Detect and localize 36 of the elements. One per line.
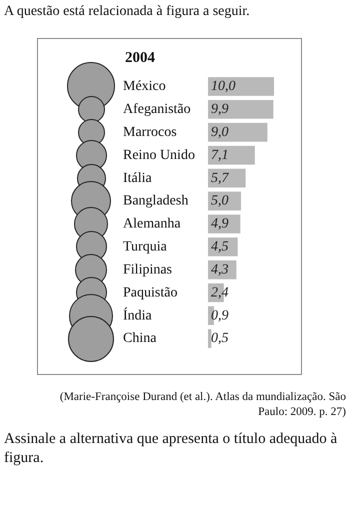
- data-label: 4,3: [211, 262, 228, 278]
- bar: [208, 214, 240, 234]
- text: Assinale a alternativa que apresenta o título adequado à figura.: [4, 430, 338, 468]
- y-tick-label: Alemanha: [123, 216, 182, 232]
- data-label: 5,0: [211, 194, 228, 209]
- y-tick-label: Afeganistão: [123, 102, 191, 118]
- y-tick-label: Paquistão: [123, 285, 178, 300]
- data-label: 2,4: [211, 285, 228, 300]
- y-tick-label: China: [123, 331, 158, 346]
- y-tick-label: Marrocos: [123, 124, 177, 140]
- data-label: 0,5: [211, 331, 228, 346]
- data-label: 4,5: [211, 240, 228, 255]
- y-tick-label: México: [123, 79, 166, 94]
- y-tick-label: Turquia: [123, 240, 168, 255]
- data-label: 5,7: [211, 170, 230, 186]
- y-tick-label: Reino Unido: [123, 148, 195, 163]
- text: A questão está relacionada à figura a seguir.: [4, 4, 250, 20]
- bar: [208, 77, 274, 96]
- data-label: 7,1: [211, 148, 228, 163]
- data-label: 9,0: [211, 124, 228, 140]
- bar: [208, 122, 268, 142]
- y-tick-label: Itália: [123, 170, 153, 186]
- bar: [208, 329, 212, 348]
- data-label: 9,9: [211, 102, 228, 118]
- bar: [208, 146, 255, 165]
- y-tick-label: Índia: [123, 306, 153, 324]
- chart-title: 2004: [125, 50, 156, 66]
- text: (Marie-Françoise Durand (et al.). Atlas da mundialização. São Paulo: 2009. p. 27): [58, 390, 346, 420]
- data-label: 0,9: [211, 308, 228, 324]
- bar: [208, 100, 274, 119]
- y-tick-label: Bangladesh: [123, 194, 188, 209]
- bar: [208, 168, 246, 188]
- data-label: 4,9: [211, 216, 228, 232]
- y-tick-label: Filipinas: [123, 262, 172, 278]
- bar: [208, 192, 241, 210]
- data-label: 10,0: [211, 79, 236, 94]
